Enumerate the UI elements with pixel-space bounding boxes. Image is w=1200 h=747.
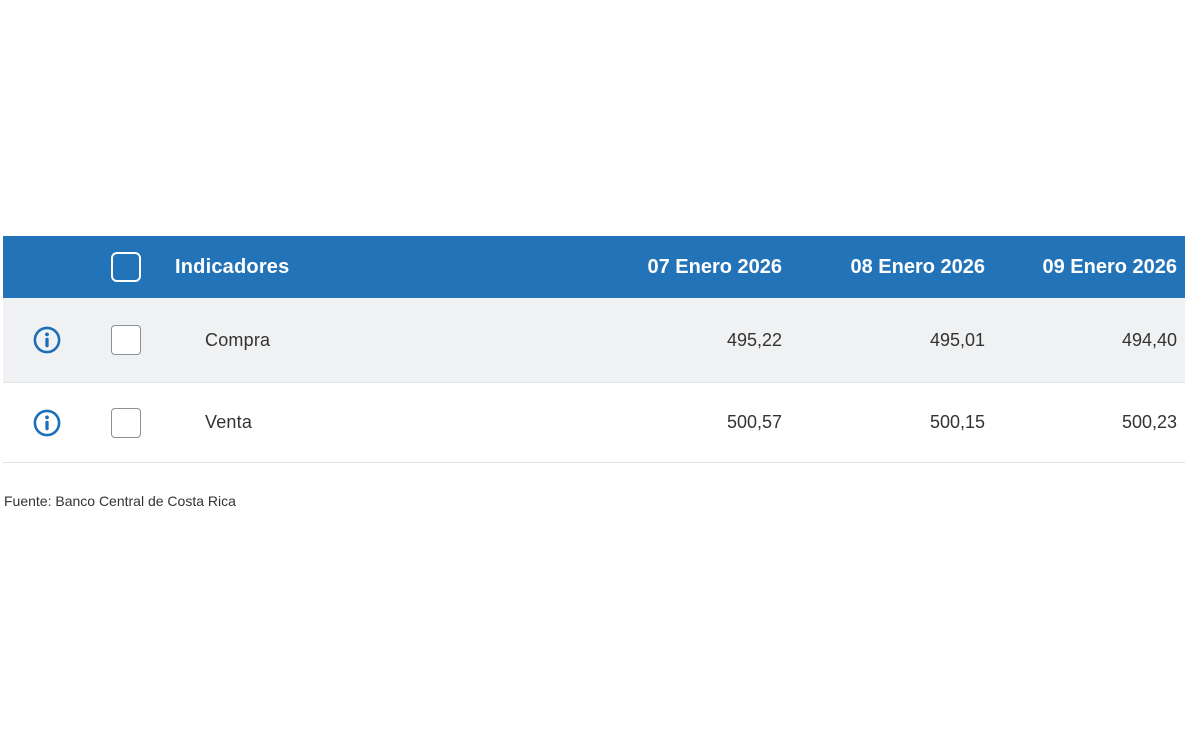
info-icon[interactable] xyxy=(33,409,61,437)
row-label: Venta xyxy=(205,412,253,432)
select-all-checkbox[interactable] xyxy=(111,252,141,282)
row-checkbox-cell xyxy=(91,407,175,438)
table-row-compra: Compra 495,22 495,01 494,40 xyxy=(3,298,1185,383)
row-value-2: 495,01 xyxy=(929,329,985,350)
row-value-3: 494,40 xyxy=(1121,329,1177,350)
table-header-row: Indicadores 07 Enero 2026 08 Enero 2026 … xyxy=(3,236,1185,298)
header-date-col-1: 07 Enero 2026 xyxy=(647,255,782,278)
row-checkbox-cell xyxy=(91,325,175,355)
row-checkbox[interactable] xyxy=(111,407,141,438)
row-checkbox[interactable] xyxy=(111,325,141,355)
row-info-cell xyxy=(3,326,91,354)
row-value-3: 500,23 xyxy=(1121,412,1177,432)
indicators-table: Indicadores 07 Enero 2026 08 Enero 2026 … xyxy=(3,236,1185,463)
source-note: Fuente: Banco Central de Costa Rica xyxy=(4,493,236,509)
row-value-2: 500,15 xyxy=(929,412,985,432)
header-checkbox-cell xyxy=(91,252,175,282)
row-value-1: 500,57 xyxy=(726,412,782,432)
row-label: Compra xyxy=(205,329,271,350)
row-info-cell xyxy=(3,409,91,437)
header-date-col-3: 09 Enero 2026 xyxy=(1042,255,1177,278)
row-value-1: 495,22 xyxy=(726,329,782,350)
table-row-venta: Venta 500,57 500,15 500,23 xyxy=(3,383,1185,462)
header-date-col-2: 08 Enero 2026 xyxy=(850,255,985,278)
header-indicators-label: Indicadores xyxy=(175,255,290,278)
info-icon[interactable] xyxy=(33,326,61,354)
